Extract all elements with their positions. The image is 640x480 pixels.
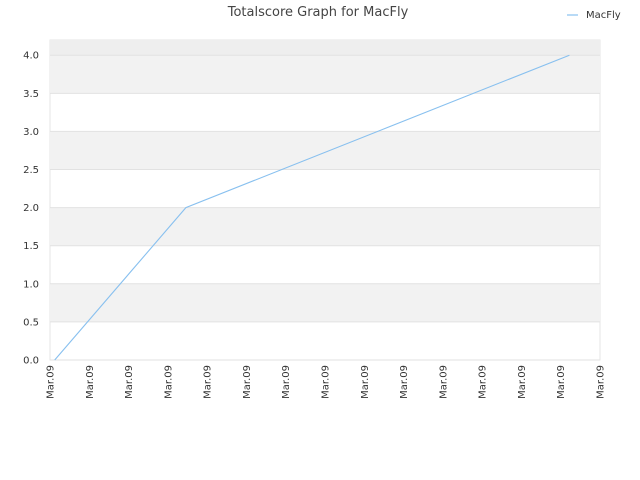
y-tick-label: 3.0 [23,127,39,138]
plot-background [49,39,601,361]
legend-label-macfly: MacFly [586,10,621,21]
plot-band [50,283,600,322]
y-axis: 0.0 0.5 1.0 1.5 2.0 2.5 3.0 3.5 4.0 [23,51,39,367]
y-tick-label: 2.0 [23,203,39,214]
x-tick-label: Mar.09 [203,365,214,399]
x-tick-label: Mar.09 [360,365,371,399]
x-tick-label: Mar.09 [596,365,607,399]
plot-band [50,131,600,170]
y-tick-label: 2.5 [23,165,39,176]
x-tick-label: Mar.09 [478,365,489,399]
x-tick-label: Mar.09 [321,365,332,399]
plot-band [50,207,600,246]
legend: MacFly [567,10,621,21]
y-tick-label: 0.5 [23,317,39,328]
plot-band [50,55,600,94]
x-tick-label: Mar.09 [556,365,567,399]
series-line-macfly [54,54,570,361]
x-tick-label: Mar.09 [438,365,449,399]
x-axis: Mar.09 Mar.09 Mar.09 Mar.09 Mar.09 Mar.09 Mar.… [46,365,607,399]
y-tick-label: 1.5 [23,241,39,252]
x-tick-label: Mar.09 [242,365,253,399]
x-tick-label: Mar.09 [399,365,410,399]
x-tick-label: Mar.09 [517,365,528,399]
y-tick-label: 0.0 [23,356,39,367]
series-layer [54,54,570,361]
y-tick-label: 3.5 [23,89,39,100]
chart-title: Totalscore Graph for MacFly [227,5,409,20]
plot-band-top [50,40,600,56]
x-tick-label: Mar.09 [163,365,174,399]
x-tick-label: Mar.09 [124,365,135,399]
y-tick-label: 4.0 [23,51,39,62]
x-tick-label: Mar.09 [85,365,96,399]
x-tick-label: Mar.09 [46,365,57,399]
x-tick-label: Mar.09 [281,365,292,399]
y-tick-label: 1.0 [23,279,39,290]
